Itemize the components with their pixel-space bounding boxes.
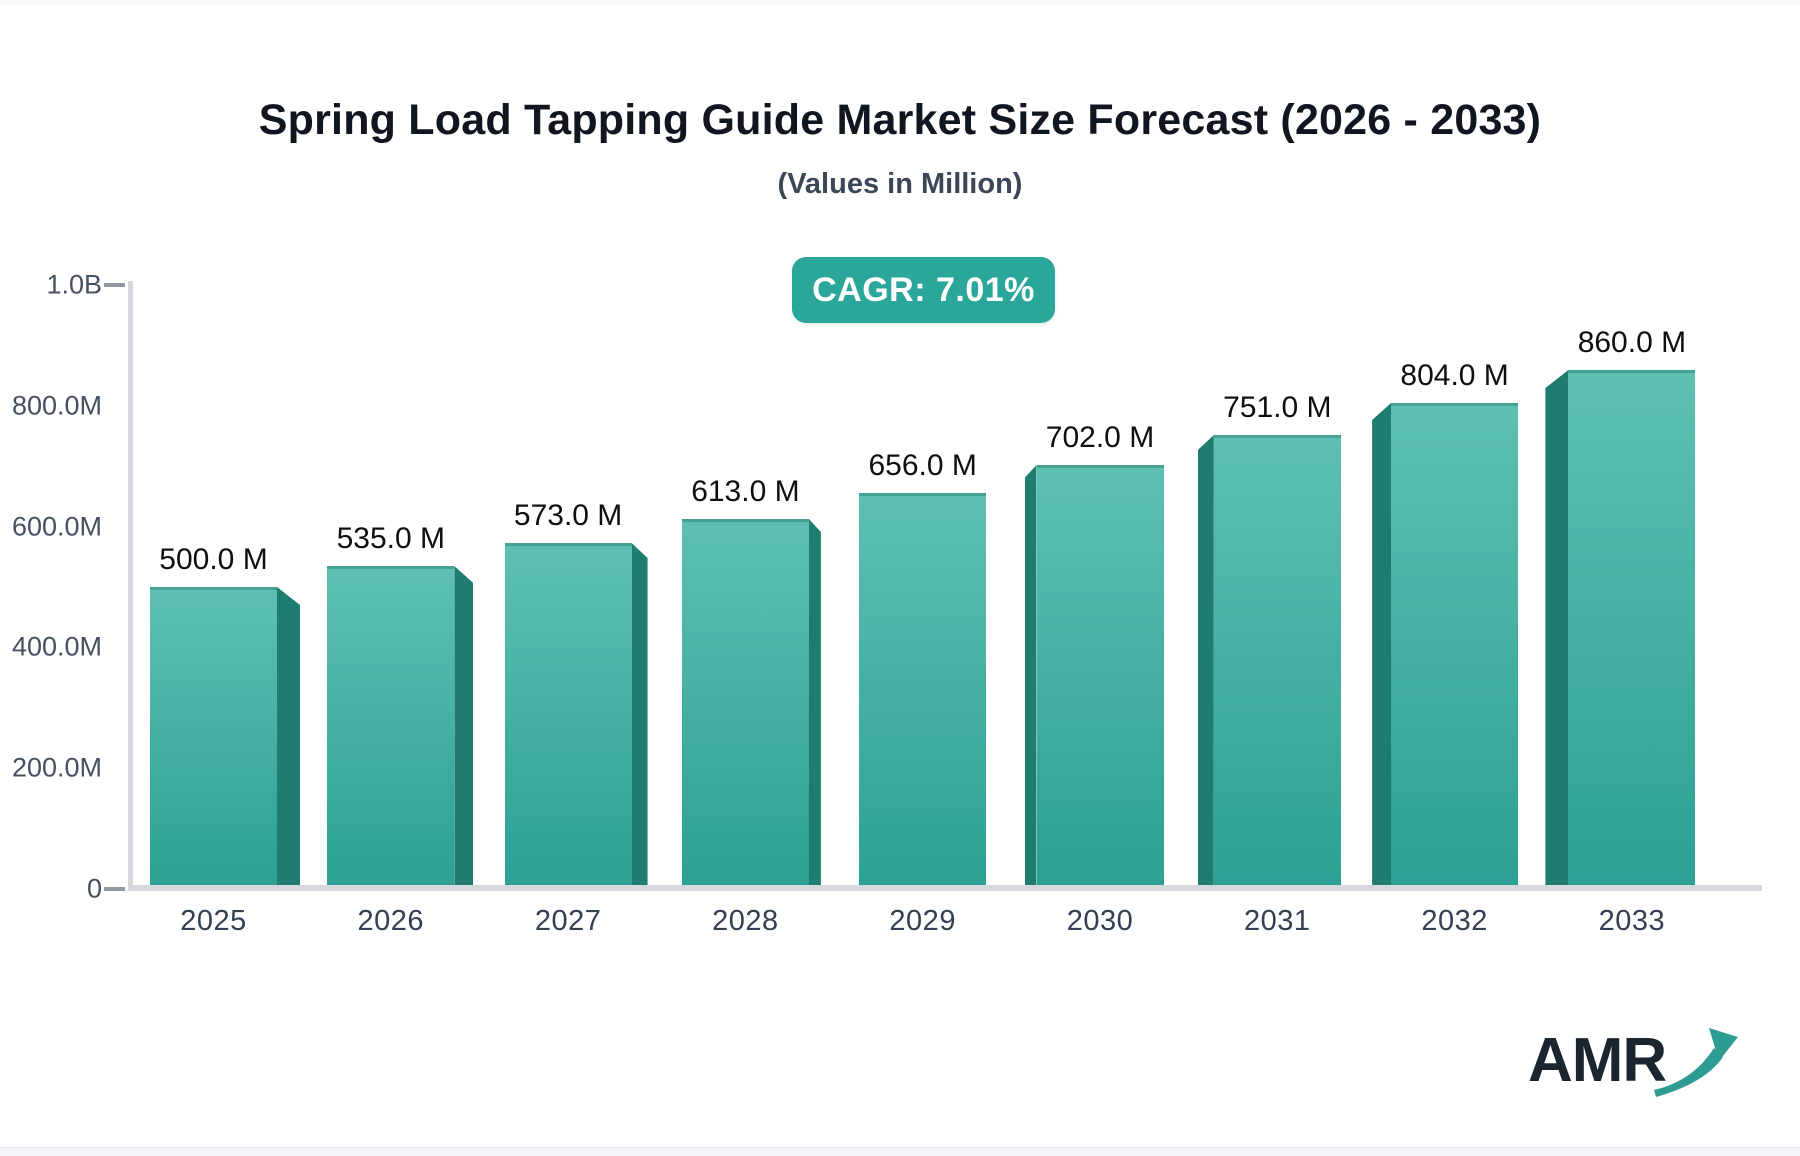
bar-2029[interactable] bbox=[859, 493, 987, 889]
y-tick-label: 600.0M bbox=[11, 511, 102, 542]
bar-value-label: 535.0 M bbox=[336, 522, 445, 555]
x-axis-label-2028: 2028 bbox=[712, 905, 779, 937]
bar-2030-side-panel bbox=[1024, 465, 1037, 889]
bar-value-label: 500.0 M bbox=[159, 543, 268, 576]
bar-2032[interactable] bbox=[1391, 403, 1519, 889]
x-axis-label-2030: 2030 bbox=[1066, 905, 1134, 937]
bar-2027-side-panel bbox=[631, 543, 648, 889]
bottom-border-strip bbox=[0, 1147, 1800, 1156]
bar-2028-side-panel bbox=[808, 519, 821, 889]
bar-value-label: 751.0 M bbox=[1223, 391, 1332, 424]
bar-value-label: 656.0 M bbox=[868, 449, 977, 482]
bar-value-label: 613.0 M bbox=[691, 475, 800, 508]
chart-subtitle: (Values in Million) bbox=[777, 168, 1023, 200]
bar-2027[interactable] bbox=[504, 543, 632, 889]
x-axis-label-2032: 2032 bbox=[1421, 905, 1488, 937]
bar-value-label: 804.0 M bbox=[1400, 359, 1509, 392]
brand-logo-text: AMR bbox=[1528, 1026, 1667, 1095]
y-tick-label: 800.0M bbox=[11, 390, 102, 421]
bar-2031[interactable] bbox=[1213, 435, 1341, 889]
brand-logo: AMR bbox=[1528, 1026, 1740, 1098]
x-axis-line bbox=[128, 885, 1762, 891]
bar-2025-side-panel bbox=[277, 587, 300, 889]
bar-2031-side-panel bbox=[1197, 435, 1214, 889]
y-tick-label: 400.0M bbox=[11, 631, 102, 662]
growth-arrow-icon bbox=[1654, 1028, 1739, 1097]
x-axis-label-2027: 2027 bbox=[534, 905, 602, 937]
x-axis-label-2029: 2029 bbox=[889, 905, 956, 937]
bar-value-label: 860.0 M bbox=[1577, 326, 1687, 359]
y-axis-line bbox=[128, 281, 133, 891]
y-tick-mark bbox=[104, 283, 125, 287]
bar-2025[interactable] bbox=[150, 587, 277, 889]
y-tick-label: 0 bbox=[86, 873, 102, 904]
cagr-badge: CAGR: 7.01% bbox=[792, 257, 1055, 323]
bar-2032-side-panel bbox=[1372, 403, 1392, 889]
x-axis-label-2031: 2031 bbox=[1244, 905, 1311, 937]
bar-2028[interactable] bbox=[681, 519, 809, 889]
bar-2030[interactable] bbox=[1036, 465, 1164, 889]
top-border-strip bbox=[0, 0, 1800, 5]
x-axis-label-2026: 2026 bbox=[357, 905, 425, 937]
bar-value-label: 573.0 M bbox=[513, 499, 623, 532]
bar-2026-side-panel bbox=[454, 566, 474, 889]
bar-2033[interactable] bbox=[1568, 370, 1696, 889]
cagr-badge-label: CAGR: 7.01% bbox=[812, 270, 1035, 309]
plot-area: 500.0 M 2025 535.0 M 2026 573.0 M 2027 613.0 M… bbox=[129, 285, 1784, 937]
y-tick-label: 200.0M bbox=[11, 752, 102, 783]
bar-2033-side-panel bbox=[1545, 370, 1569, 889]
chart-title: Spring Load Tapping Guide Market Size Fo… bbox=[258, 96, 1542, 144]
x-axis-label-2033: 2033 bbox=[1598, 905, 1666, 937]
x-axis-label-2025: 2025 bbox=[180, 905, 247, 937]
y-tick-label: 1.0B bbox=[46, 269, 102, 300]
bar-2026[interactable] bbox=[327, 566, 455, 889]
bar-value-label: 702.0 M bbox=[1045, 421, 1155, 454]
y-tick-mark bbox=[104, 887, 125, 891]
